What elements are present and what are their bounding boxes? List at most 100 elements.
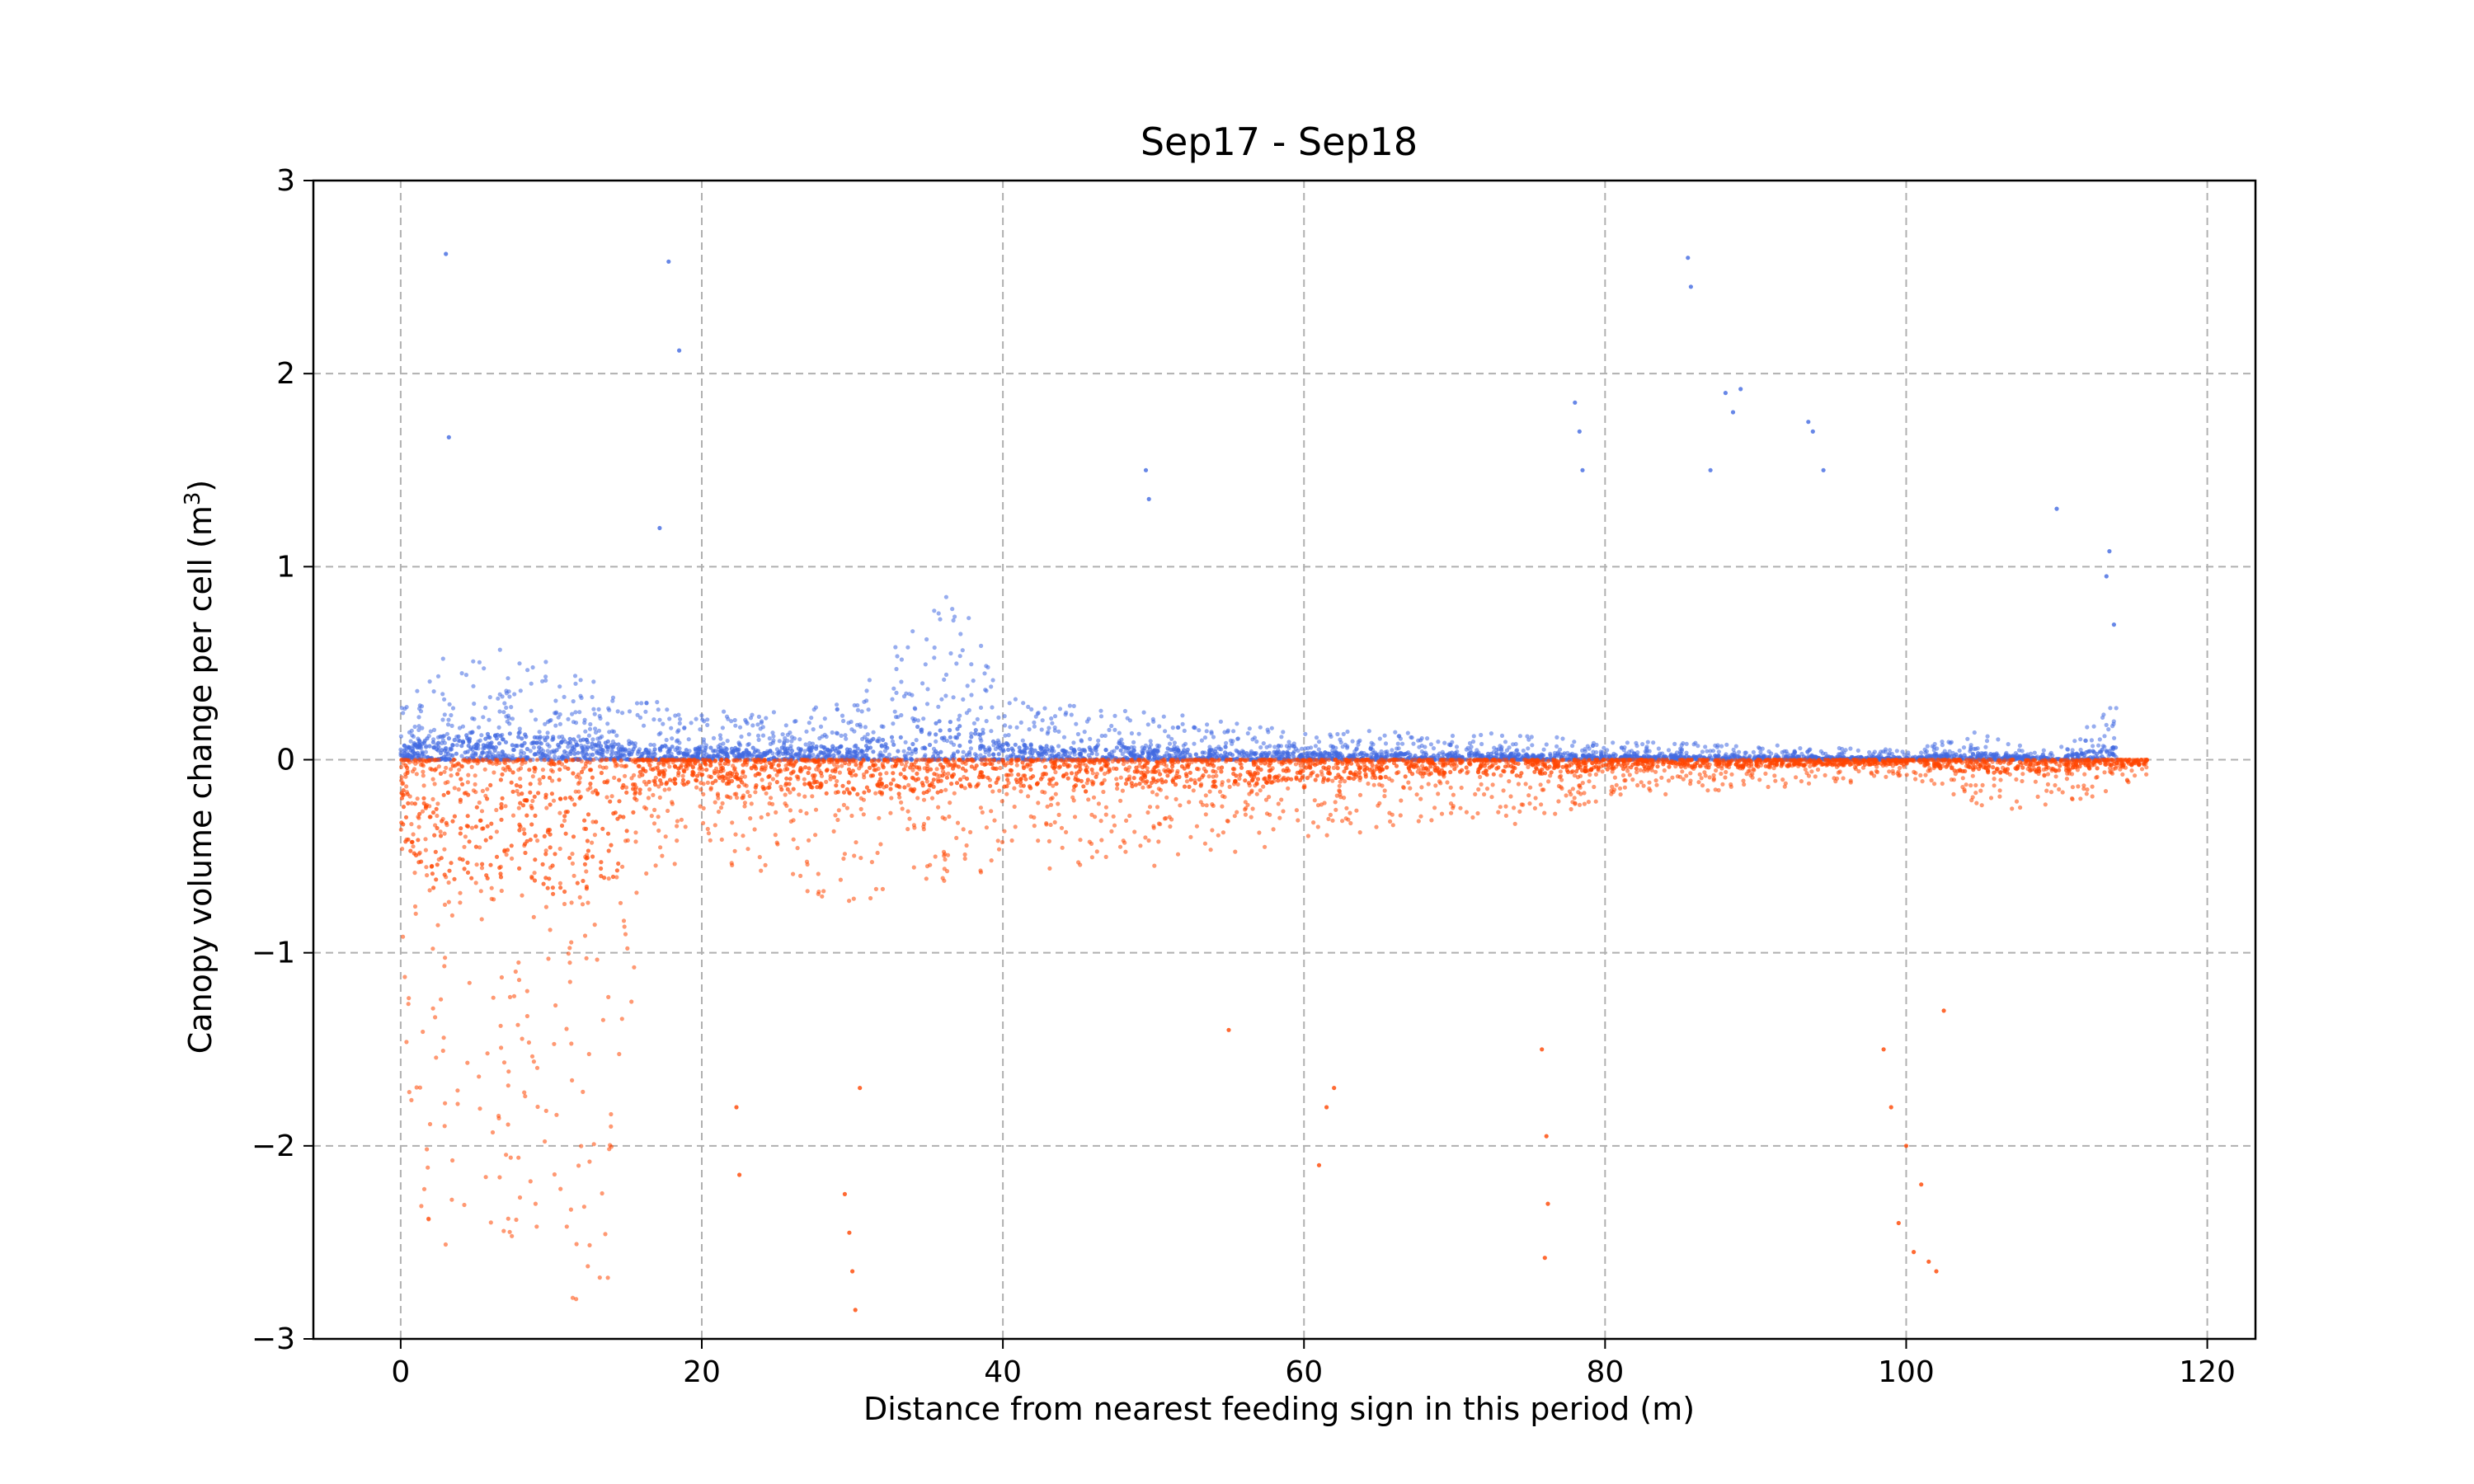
data-point xyxy=(1331,765,1336,771)
data-point xyxy=(1192,741,1197,746)
data-point xyxy=(435,813,440,819)
data-point xyxy=(1088,747,1093,753)
data-point xyxy=(892,709,897,714)
data-point xyxy=(938,617,943,622)
data-point xyxy=(1653,778,1658,783)
data-point xyxy=(445,722,451,727)
data-point xyxy=(449,712,454,718)
data-point xyxy=(737,725,743,730)
data-point xyxy=(730,820,735,825)
data-point xyxy=(398,827,403,832)
data-point xyxy=(890,739,895,744)
data-point xyxy=(648,742,653,747)
data-point xyxy=(546,956,551,961)
data-point xyxy=(1823,757,1827,763)
data-point xyxy=(841,718,846,724)
data-point xyxy=(1572,740,1577,744)
data-point xyxy=(937,719,942,724)
data-point xyxy=(989,729,994,734)
data-point xyxy=(1482,791,1487,797)
data-point xyxy=(839,733,844,739)
data-point xyxy=(969,662,974,667)
data-point xyxy=(497,709,502,714)
data-point xyxy=(2066,753,2071,758)
data-point xyxy=(1172,740,1177,745)
data-point xyxy=(1027,727,1032,732)
data-point xyxy=(402,751,407,756)
data-point xyxy=(1152,748,1157,753)
data-point xyxy=(1335,731,1340,737)
data-point xyxy=(1181,754,1186,760)
data-point xyxy=(1681,741,1686,746)
data-point xyxy=(1341,731,1346,737)
data-point xyxy=(623,749,628,754)
data-point xyxy=(435,674,441,679)
data-point xyxy=(465,735,470,741)
data-point xyxy=(700,717,705,722)
data-point xyxy=(529,708,534,713)
data-point xyxy=(1094,745,1098,750)
data-point xyxy=(1281,750,1286,755)
data-point xyxy=(471,683,476,688)
data-point xyxy=(1437,779,1442,784)
data-point xyxy=(797,737,802,742)
data-point xyxy=(2039,754,2044,760)
data-point xyxy=(1390,748,1395,753)
data-point xyxy=(1075,731,1080,737)
data-point xyxy=(2100,747,2105,752)
data-point xyxy=(1272,744,1277,749)
data-point xyxy=(588,721,593,727)
data-point xyxy=(1594,742,1599,748)
data-point xyxy=(497,647,502,652)
data-point xyxy=(1042,706,1047,711)
data-point xyxy=(1103,854,1108,859)
data-point xyxy=(510,1233,515,1238)
data-point xyxy=(612,775,617,781)
data-point xyxy=(1813,774,1818,779)
data-point xyxy=(613,742,618,747)
data-point xyxy=(1498,773,1503,778)
data-point xyxy=(1036,711,1041,716)
data-point xyxy=(1818,749,1823,754)
data-point xyxy=(878,753,883,758)
data-point xyxy=(434,1055,439,1060)
data-point xyxy=(1246,754,1251,758)
data-point xyxy=(477,725,482,730)
data-point xyxy=(1200,750,1205,755)
data-point xyxy=(1716,787,1721,793)
data-point xyxy=(435,748,440,753)
data-point xyxy=(1009,838,1014,843)
data-point xyxy=(616,749,621,755)
data-point xyxy=(932,608,937,613)
data-point xyxy=(1067,751,1073,756)
data-point xyxy=(873,791,878,796)
data-point xyxy=(819,750,825,755)
data-point xyxy=(948,728,952,733)
data-point xyxy=(459,744,464,749)
data-point xyxy=(472,701,477,707)
data-point xyxy=(701,737,707,742)
data-point xyxy=(551,735,556,740)
data-point xyxy=(1516,782,1521,787)
data-point xyxy=(986,753,992,758)
data-point xyxy=(675,730,680,735)
data-point xyxy=(1204,803,1209,808)
data-point xyxy=(586,1264,590,1269)
data-point xyxy=(904,691,909,696)
data-point xyxy=(446,736,452,741)
data-point xyxy=(1419,749,1424,754)
data-point xyxy=(782,739,787,744)
data-point xyxy=(1985,734,1990,739)
data-point xyxy=(1279,735,1284,740)
outlier-point xyxy=(444,251,449,256)
data-point xyxy=(1442,740,1447,745)
data-point xyxy=(1216,833,1221,838)
data-point xyxy=(964,753,969,758)
data-point xyxy=(627,741,632,747)
data-point xyxy=(1373,754,1379,759)
data-point xyxy=(1408,786,1413,791)
data-point xyxy=(606,706,611,711)
data-point xyxy=(1926,753,1931,758)
data-point xyxy=(1644,750,1649,755)
data-point xyxy=(1149,742,1154,747)
